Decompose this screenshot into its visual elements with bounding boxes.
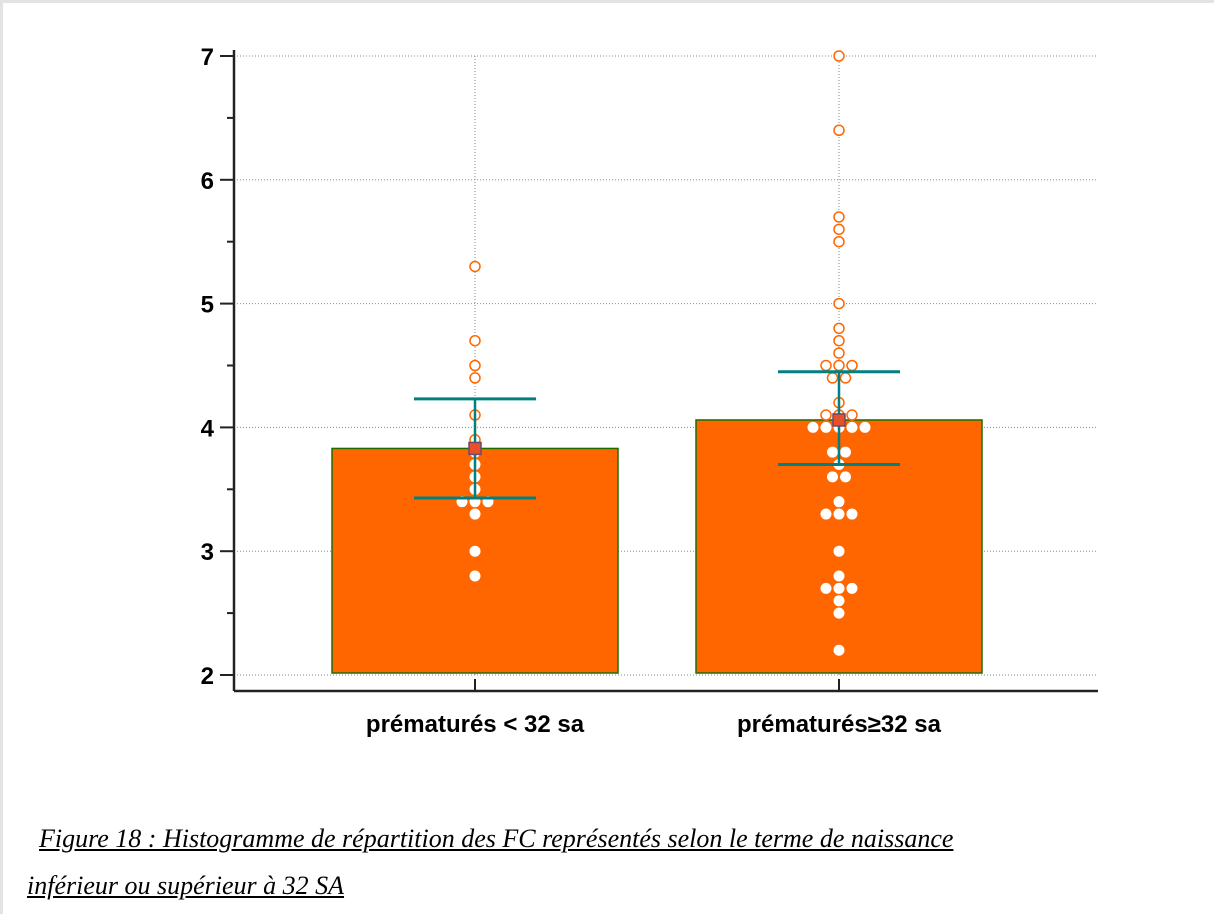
data-point [820,508,832,520]
data-point [827,446,838,458]
data-point [833,334,845,347]
data-point [833,124,845,137]
data-point [833,644,845,656]
data-point [469,260,481,273]
error-bars [414,370,900,500]
y-tick-label-6: 6 [201,168,214,195]
data-point [833,50,845,62]
data-point [820,359,832,372]
data-point [826,372,839,384]
caption-line-2: inférieur ou supérieur à 32 SA [27,871,345,900]
data-point [840,471,851,483]
data-point [833,496,845,508]
y-tick-label-3: 3 [201,539,214,566]
data-point [846,582,858,594]
data-points [456,50,871,656]
mean-marker-0 [468,441,482,456]
bars [331,419,983,674]
data-point [846,508,858,520]
data-point [833,607,845,619]
data-point [469,372,481,384]
data-point [833,223,845,236]
data-point [469,545,481,557]
data-point [807,421,819,433]
data-point [820,582,832,594]
data-point [833,322,845,335]
x-category-label-1: prématurés≥32 sa [737,711,942,738]
data-point [833,347,845,359]
mean-marker-1 [832,413,846,427]
x-category-label-0: prématurés < 32 sa [366,711,585,738]
data-point [833,570,845,582]
bar-chart: 2 3 4 5 6 7 prématurés < 32 sa prématurés≥32 sa [201,44,1098,738]
data-point [469,359,481,372]
axis-labels: 2 3 4 5 6 7 prématurés < 32 sa prématurés≥32 sa [201,44,942,738]
data-point [833,595,845,607]
data-point [469,334,481,347]
y-tick-label-4: 4 [201,415,215,442]
data-point [833,545,845,557]
data-point [846,421,858,433]
y-tick-label-5: 5 [201,292,214,319]
data-point [833,359,845,372]
data-point [833,508,845,520]
y-tick-label-2: 2 [201,663,214,690]
data-point [833,297,845,310]
caption-line-1: Figure 18 : Histogramme de répartition d… [39,824,954,853]
data-point [839,372,852,384]
axes [220,50,1098,693]
data-point [846,359,858,372]
data-point [840,446,851,458]
data-point [859,421,871,433]
data-point [833,582,845,594]
y-tick-label-7: 7 [201,44,214,71]
data-point [469,508,481,520]
data-point [827,471,838,483]
data-point [820,421,832,433]
figure-caption: Figure 18 : Histogramme de répartition d… [27,815,1177,909]
data-point [846,409,858,421]
data-point [820,409,832,421]
data-point [469,570,481,582]
data-point [833,211,845,223]
data-point [833,235,845,248]
